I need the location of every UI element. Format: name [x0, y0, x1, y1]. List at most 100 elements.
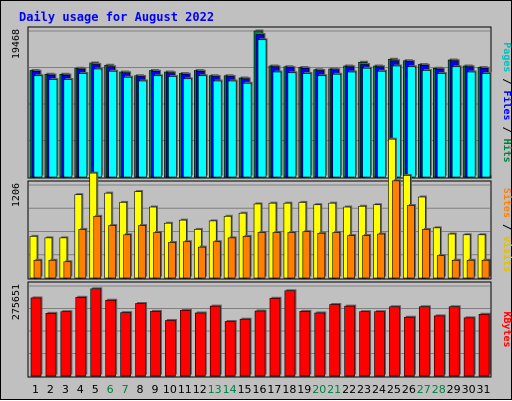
bar-hits-pages-day-10 — [168, 76, 177, 178]
bar-hits-pages-day-24 — [377, 70, 386, 178]
bar-visits-sites-day-4 — [78, 229, 87, 279]
bar-kbytes-kbytes-day-23 — [359, 311, 370, 377]
x-tick-label-day-22: 22 — [342, 383, 356, 396]
x-tick-label-day-30: 30 — [462, 383, 476, 396]
bar-visits-sites-day-21 — [332, 232, 341, 279]
bar-visits-visits-day-1 — [29, 236, 38, 279]
legend-visits: Sites / Visits — [501, 188, 512, 272]
bar-kbytes-kbytes-day-20 — [314, 312, 326, 377]
bar-hits-pages-day-7 — [123, 76, 132, 178]
x-tick-label-day-23: 23 — [357, 383, 371, 396]
bar-visits-sites-day-28 — [436, 255, 445, 279]
bar-kbytes-kbytes-day-15 — [239, 318, 251, 377]
bar-kbytes-kbytes-day-5 — [90, 288, 102, 377]
bar-hits-pages-day-8 — [138, 80, 147, 178]
bar-visits-sites-day-19 — [302, 231, 311, 279]
bar-visits-sites-day-25 — [392, 180, 400, 279]
bar-hits-pages-day-22 — [347, 71, 356, 178]
bar-kbytes-kbytes-day-29 — [448, 306, 460, 377]
bar-kbytes-kbytes-day-21 — [329, 304, 341, 377]
legend-item-files: Files — [501, 90, 512, 120]
x-tick-label-day-16: 16 — [253, 383, 267, 396]
x-tick-label-day-9: 9 — [151, 383, 158, 396]
bar-hits-pages-day-18 — [287, 72, 297, 178]
bar-kbytes-kbytes-day-3 — [60, 311, 72, 377]
bar-visits-visits-day-2 — [44, 237, 53, 279]
bar-hits-pages-day-20 — [317, 75, 327, 178]
bar-visits-sites-day-10 — [168, 242, 176, 279]
bar-hits-pages-day-27 — [422, 70, 431, 178]
bar-kbytes-kbytes-day-24 — [374, 311, 385, 377]
bar-visits-sites-day-26 — [407, 205, 415, 279]
legend-kbytes: KBytes — [501, 311, 512, 347]
bar-kbytes-kbytes-day-2 — [45, 313, 57, 377]
bar-kbytes-kbytes-day-16 — [254, 310, 266, 377]
bar-visits-visits-day-29 — [447, 233, 456, 279]
bar-hits-pages-day-3 — [63, 79, 73, 178]
bar-kbytes-kbytes-day-17 — [269, 297, 281, 377]
bar-hits-pages-day-28 — [436, 73, 446, 178]
x-tick-label-day-29: 29 — [447, 383, 461, 396]
bar-kbytes-kbytes-day-25 — [389, 306, 400, 377]
bar-hits-pages-day-21 — [332, 73, 342, 178]
bar-kbytes-kbytes-day-19 — [299, 311, 311, 377]
x-tick-label-day-4: 4 — [77, 383, 84, 396]
x-tick-label-day-3: 3 — [62, 383, 69, 396]
x-tick-label-day-19: 19 — [297, 383, 311, 396]
x-tick-label-day-31: 31 — [477, 383, 491, 396]
bar-visits-sites-day-2 — [48, 259, 57, 279]
bar-visits-sites-day-15 — [242, 236, 251, 279]
bar-visits-sites-day-11 — [183, 241, 191, 279]
bar-hits-pages-day-4 — [78, 73, 88, 178]
bar-hits-pages-day-5 — [93, 68, 103, 178]
x-tick-label-day-8: 8 — [137, 383, 144, 396]
legend-item-kbytes: KBytes — [501, 311, 512, 347]
ymax-label-hits: 19468 — [11, 29, 22, 59]
bar-visits-sites-day-31 — [481, 259, 490, 279]
x-tick-label-day-28: 28 — [432, 383, 446, 396]
bar-hits-pages-day-14 — [227, 80, 237, 178]
x-tick-label-day-18: 18 — [282, 383, 296, 396]
x-tick-label-day-26: 26 — [402, 383, 416, 396]
bar-visits-visits-day-3 — [59, 237, 68, 279]
bar-hits-pages-day-17 — [272, 71, 282, 178]
legend-item-sites: Sites — [501, 188, 512, 218]
bar-visits-visits-day-30 — [462, 234, 471, 279]
bar-hits-pages-day-12 — [197, 75, 207, 178]
bar-kbytes-kbytes-day-4 — [75, 297, 87, 377]
bar-kbytes-kbytes-day-11 — [180, 310, 191, 377]
bar-kbytes-kbytes-day-13 — [209, 305, 221, 377]
bar-kbytes-kbytes-day-6 — [105, 299, 116, 377]
bar-hits-pages-day-26 — [407, 66, 416, 178]
bar-kbytes-kbytes-day-1 — [30, 297, 42, 377]
bar-kbytes-kbytes-day-26 — [404, 316, 415, 377]
x-tick-label-day-10: 10 — [163, 383, 177, 396]
x-tick-label-day-24: 24 — [372, 383, 386, 396]
bar-kbytes-kbytes-day-9 — [150, 311, 161, 377]
x-tick-label-day-6: 6 — [107, 383, 114, 396]
bar-kbytes-kbytes-day-14 — [224, 321, 236, 377]
x-tick-label-day-1: 1 — [32, 383, 39, 396]
legend-hits: Pages / Files / Hits — [501, 42, 512, 162]
bar-visits-sites-day-8 — [138, 225, 146, 279]
bar-visits-visits-day-28 — [432, 227, 441, 279]
bar-visits-sites-day-12 — [197, 246, 206, 279]
x-tick-label-day-2: 2 — [47, 383, 54, 396]
bar-hits-pages-day-29 — [451, 66, 461, 178]
bar-hits-pages-day-31 — [481, 73, 491, 178]
x-tick-label-day-15: 15 — [238, 383, 252, 396]
ymax-label-visits: 1206 — [11, 183, 22, 207]
bar-visits-sites-day-20 — [317, 232, 326, 279]
legend-item-hits: Hits — [501, 139, 512, 163]
bar-visits-sites-day-6 — [108, 225, 116, 279]
bar-visits-sites-day-5 — [93, 216, 102, 279]
bar-visits-sites-day-27 — [422, 229, 430, 279]
bar-visits-sites-day-3 — [63, 261, 72, 279]
bar-hits-pages-day-9 — [153, 75, 162, 178]
bar-hits-pages-day-2 — [48, 79, 58, 178]
x-tick-label-day-5: 5 — [92, 383, 99, 396]
ymax-label-kbytes: 275651 — [11, 284, 22, 320]
x-tick-label-day-7: 7 — [122, 383, 129, 396]
x-tick-label-day-21: 21 — [327, 383, 341, 396]
